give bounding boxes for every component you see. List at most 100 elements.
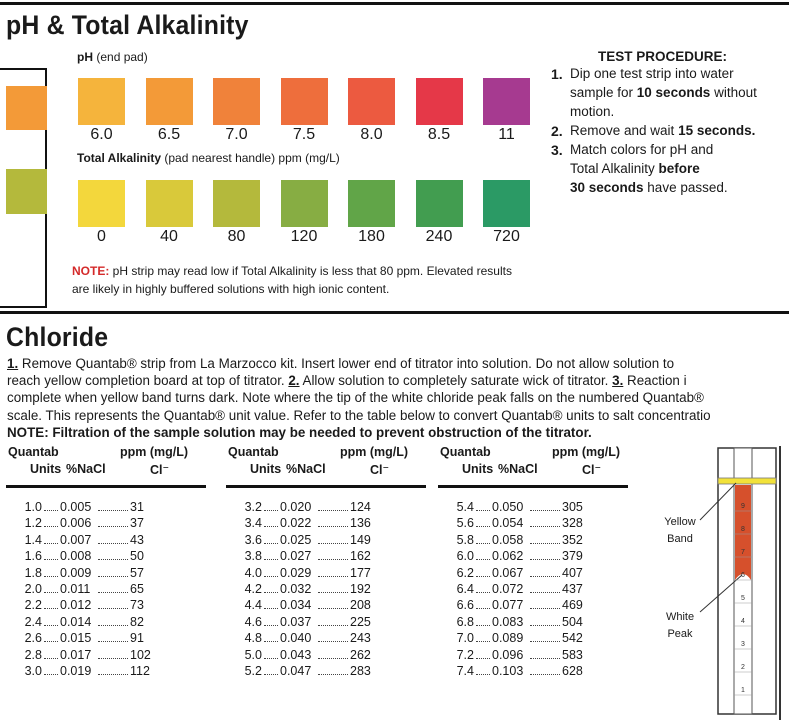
text-run: Allow solution to completely saturate wi… — [299, 373, 613, 389]
header-cl: Cl⁻ — [370, 463, 390, 477]
nacl-cell: 0.054 — [492, 516, 524, 531]
table-row: 1.2 0.006 37 — [8, 516, 144, 532]
text-run: have passed. — [643, 180, 728, 195]
leader — [44, 648, 58, 659]
text-run: 10 seconds — [636, 85, 711, 100]
header-quantab: Quantab — [228, 445, 279, 459]
ppm-cell: 57 — [130, 565, 144, 580]
units-cell: 6.0 — [456, 549, 474, 564]
leader — [98, 500, 128, 511]
leader — [318, 615, 348, 626]
leader — [476, 516, 490, 528]
nacl-cell: 0.029 — [280, 565, 312, 580]
leader — [44, 664, 58, 675]
units-cell: 2.8 — [24, 647, 42, 662]
header-nacl: %NaCl — [286, 462, 326, 476]
ppm-cell: 82 — [130, 614, 144, 629]
ppm-cell: 437 — [562, 582, 583, 596]
leader — [318, 549, 348, 561]
leader — [264, 549, 278, 561]
units-cell: 7.4 — [456, 664, 474, 678]
units-cell: 5.8 — [456, 532, 474, 547]
nacl-cell: 0.014 — [60, 614, 92, 629]
pad-label: 0 — [97, 228, 106, 245]
units-cell: 2.0 — [24, 582, 42, 596]
ppm-cell: 136 — [350, 516, 371, 531]
paragraph-line: 1. Remove Quantab® strip from La Marzocc… — [7, 356, 779, 371]
pad-label: 240 — [425, 228, 453, 245]
nacl-cell: 0.006 — [60, 516, 92, 531]
header-quantab: Quantab — [8, 445, 59, 459]
units-cell: 3.6 — [244, 532, 262, 547]
table-row: 2.4 0.014 82 — [8, 615, 144, 631]
ppm-cell: 31 — [130, 500, 144, 514]
section-title: Chloride — [6, 322, 109, 352]
ppm-cell: 283 — [350, 664, 371, 678]
units-cell: 5.4 — [456, 500, 474, 514]
header-units: Units — [30, 462, 62, 476]
pad-label: 7.5 — [292, 126, 316, 143]
leader — [530, 549, 560, 561]
leader — [318, 516, 348, 528]
titrator-diagram: 1 2 3 4 5 6 7 8 9 — [699, 447, 777, 715]
ppm-cell: 37 — [130, 516, 144, 531]
leader — [476, 664, 490, 675]
pad-label: 80 — [227, 228, 246, 245]
header-quantab: Quantab — [440, 445, 491, 459]
scale-label: 5 — [741, 595, 745, 602]
paragraph-line: reach yellow completion board at top of … — [7, 373, 779, 388]
leader — [318, 500, 348, 511]
leader — [476, 615, 490, 626]
scale-label: 9 — [741, 503, 745, 510]
step-number: 3. — [551, 142, 563, 158]
yellow-band-label: Yellow Band — [664, 516, 696, 545]
leader — [318, 566, 348, 577]
units-cell: 2.2 — [24, 598, 42, 613]
leader — [264, 664, 278, 675]
ppm-cell: 91 — [130, 631, 144, 646]
text-run: 1. — [7, 356, 19, 371]
nacl-cell: 0.043 — [280, 647, 312, 662]
leader — [530, 598, 560, 610]
ppm-cell: 73 — [130, 598, 144, 613]
leader — [264, 615, 278, 626]
scale-label: 1 — [741, 687, 745, 694]
table-row: 4.6 0.037 225 — [228, 615, 371, 631]
leader — [98, 566, 128, 577]
nacl-cell: 0.037 — [280, 614, 312, 629]
units-cell: 5.0 — [244, 647, 262, 662]
nacl-cell: 0.015 — [60, 631, 92, 646]
units-cell: 2.6 — [24, 631, 42, 646]
leader — [530, 631, 560, 643]
leader — [264, 582, 278, 593]
table-row: 5.8 0.058 352 — [440, 533, 583, 549]
header-ppm: ppm (mg/L) — [552, 445, 621, 459]
color-pad — [415, 78, 463, 125]
leader — [44, 582, 58, 593]
nacl-cell: 0.005 — [60, 500, 92, 514]
units-cell: 6.2 — [456, 565, 474, 580]
step-line: 30 seconds have passed. — [570, 180, 775, 195]
nacl-cell: 0.050 — [492, 500, 524, 514]
table-row: 4.2 0.032 192 — [228, 582, 371, 598]
text-run: without — [710, 85, 757, 100]
units-cell: 4.4 — [244, 598, 262, 613]
ppm-cell: 407 — [562, 565, 583, 580]
leader — [476, 549, 490, 561]
leader — [530, 664, 560, 675]
leader — [318, 533, 348, 544]
nacl-cell: 0.022 — [280, 516, 312, 531]
units-cell: 6.6 — [456, 598, 474, 613]
pad-label: 7.0 — [225, 126, 248, 143]
table-row: 1.6 0.008 50 — [8, 549, 144, 565]
units-cell: 2.4 — [24, 614, 42, 629]
text-run: Dip one test strip into water — [570, 66, 734, 81]
ppm-cell: 225 — [350, 614, 371, 629]
header-rule — [226, 485, 426, 488]
table-row: 3.8 0.027 162 — [228, 549, 371, 565]
ppm-cell: 328 — [562, 516, 583, 531]
paragraph-line: scale. This represents the Quantab® unit… — [7, 408, 779, 423]
text-run: 2. — [288, 373, 300, 389]
units-cell: 1.4 — [24, 532, 42, 547]
